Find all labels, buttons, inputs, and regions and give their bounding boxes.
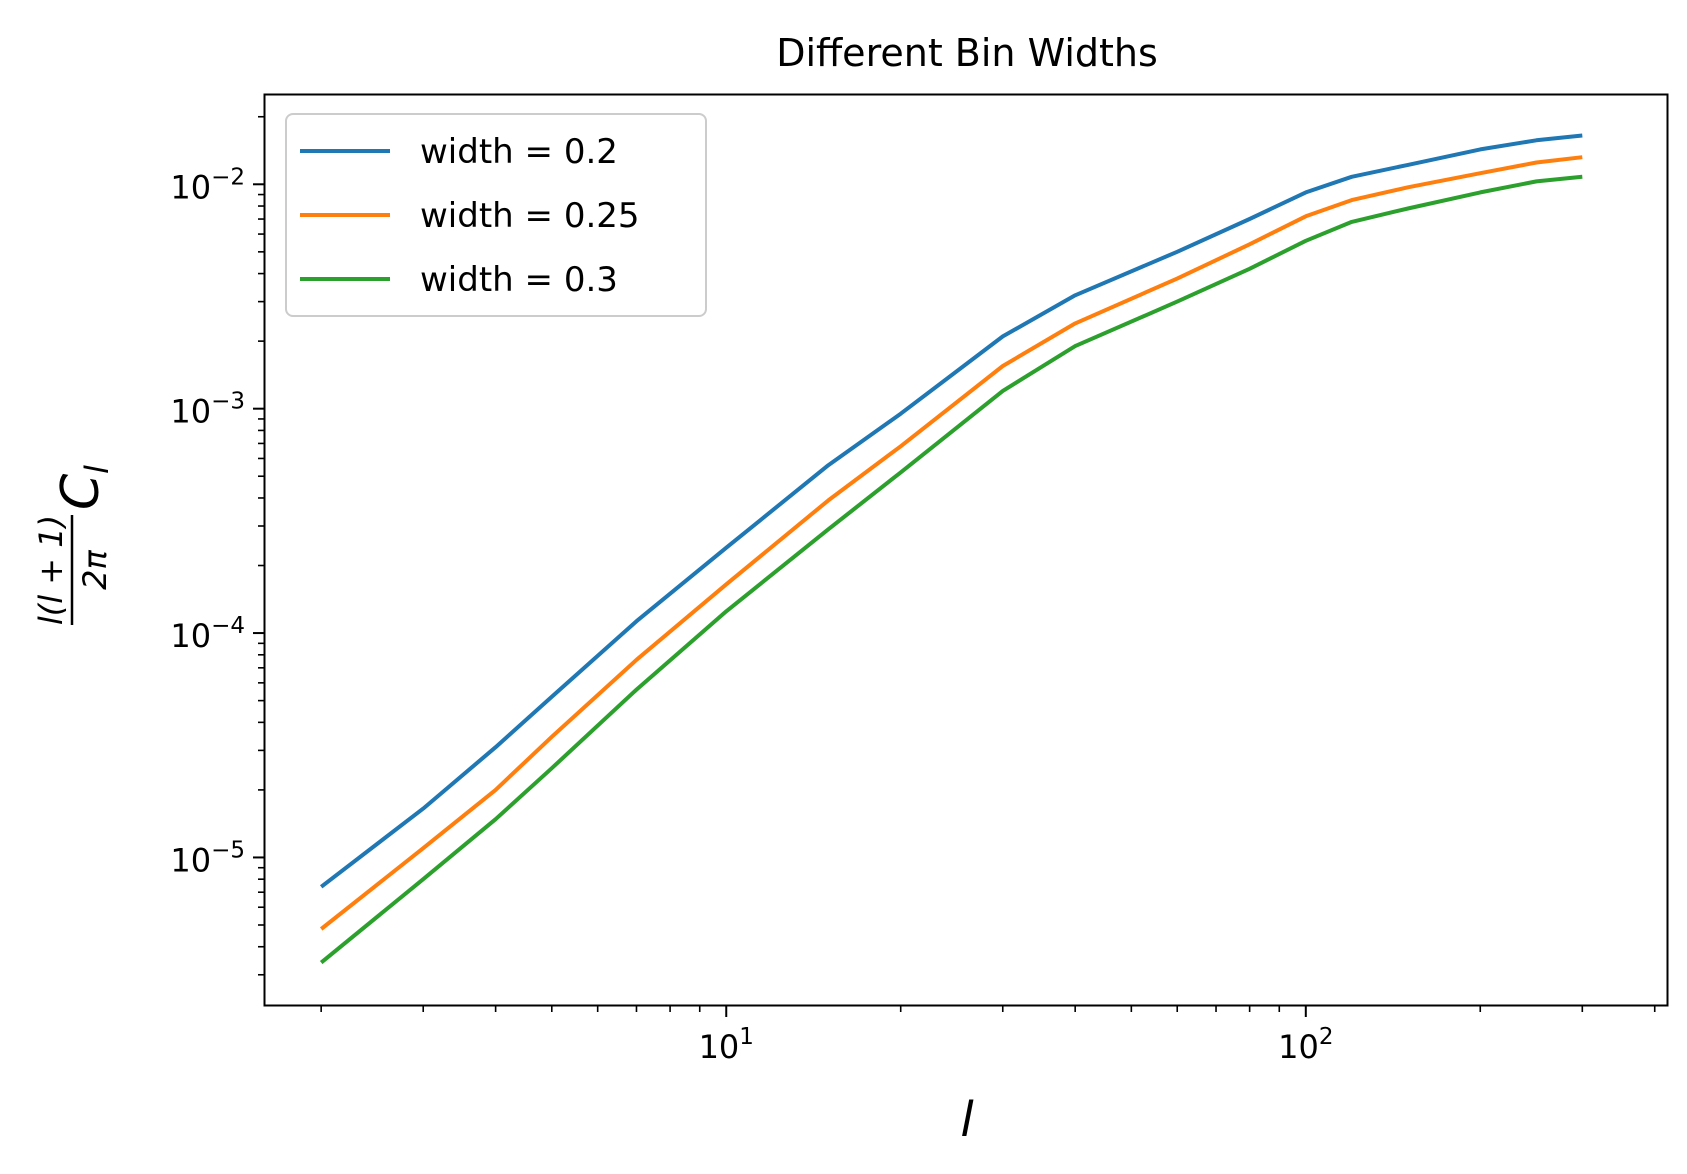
plot-area bbox=[319, 133, 1583, 965]
axes-frame bbox=[263, 93, 1669, 1007]
y-tick-label: 10−4 bbox=[170, 613, 245, 655]
y-tick-label: 10−3 bbox=[170, 389, 245, 431]
y-label-denominator: 2π bbox=[76, 549, 114, 589]
legend-label-1: width = 0.2 bbox=[420, 132, 618, 172]
legend-label-2: width = 0.25 bbox=[420, 196, 640, 236]
y-axis-label: l(l + 1) 2π C l bbox=[32, 465, 116, 625]
series-line-2 bbox=[319, 155, 1583, 931]
series-line-3 bbox=[319, 174, 1583, 965]
legend-label-3: width = 0.3 bbox=[420, 260, 618, 300]
y-tick-label: 10−2 bbox=[170, 164, 245, 206]
x-axis-label: l bbox=[960, 1092, 974, 1148]
legend: width = 0.2 width = 0.25 width = 0.3 bbox=[285, 113, 707, 317]
y-label-numerator: l(l + 1) bbox=[32, 515, 70, 625]
chart-title: Different Bin Widths bbox=[776, 31, 1158, 75]
x-tick-label: 102 bbox=[1278, 1024, 1333, 1066]
legend-box bbox=[285, 113, 707, 317]
y-label-subscript: l bbox=[78, 465, 116, 474]
ticks: 101 102 10−5 10−4 10−3 10−2 bbox=[170, 115, 1656, 1066]
series-line-1 bbox=[319, 133, 1583, 889]
x-tick-label: 101 bbox=[699, 1024, 754, 1066]
y-tick-label: 10−5 bbox=[170, 837, 245, 879]
y-label-symbol: C bbox=[51, 473, 111, 510]
